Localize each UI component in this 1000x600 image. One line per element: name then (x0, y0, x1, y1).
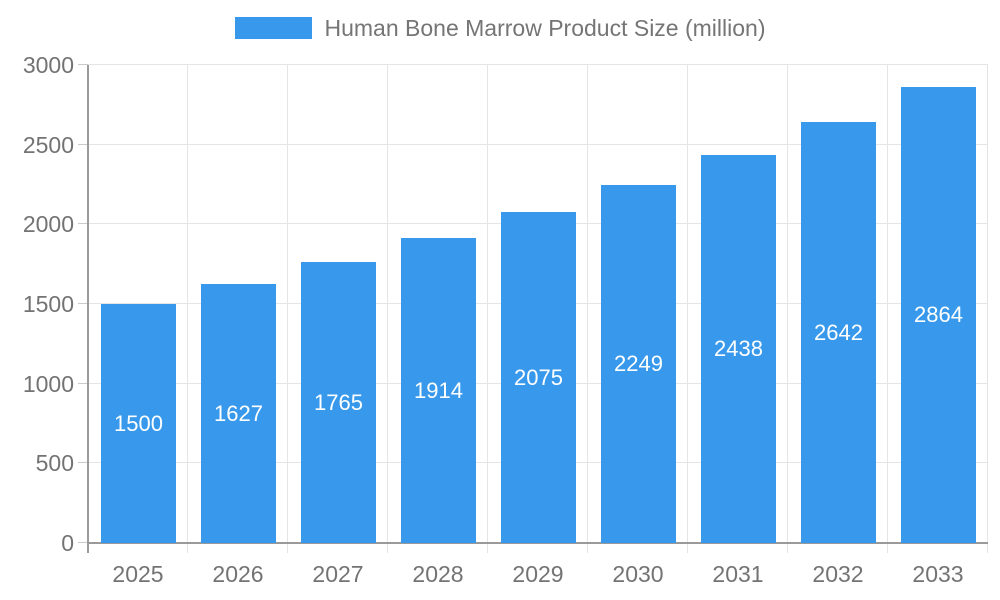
y-axis-label: 2000 (22, 211, 74, 237)
y-axis-label: 2500 (22, 132, 74, 158)
bar[interactable] (101, 304, 176, 543)
x-gridline (187, 65, 188, 553)
y-axis-label: 1500 (22, 291, 74, 317)
y-gridline (88, 64, 988, 65)
y-axis-line (87, 65, 89, 553)
legend-swatch-icon (234, 17, 312, 39)
x-gridline (787, 65, 788, 553)
y-tick (78, 303, 88, 304)
x-gridline (487, 65, 488, 553)
y-gridline (88, 144, 988, 145)
bar[interactable] (401, 238, 476, 543)
x-axis-label: 2027 (312, 561, 364, 587)
x-gridline (687, 65, 688, 553)
bar[interactable] (601, 185, 676, 543)
y-tick (78, 223, 88, 224)
bar[interactable] (501, 212, 576, 543)
x-axis-label: 2026 (212, 561, 264, 587)
x-axis-label: 2028 (412, 561, 464, 587)
bar[interactable] (301, 262, 376, 543)
y-axis-label: 0 (61, 530, 74, 556)
y-tick (78, 383, 88, 384)
legend-label: Human Bone Marrow Product Size (million) (324, 14, 766, 41)
x-gridline (987, 65, 988, 553)
x-axis-line (88, 542, 988, 544)
x-gridline (887, 65, 888, 553)
legend[interactable]: Human Bone Marrow Product Size (million) (0, 14, 1000, 42)
x-axis-label: 2031 (712, 561, 764, 587)
bar[interactable] (201, 284, 276, 543)
x-gridline (387, 65, 388, 553)
y-tick (78, 64, 88, 65)
x-axis-label: 2032 (812, 561, 864, 587)
y-axis-label: 1000 (22, 371, 74, 397)
x-axis-label: 2033 (912, 561, 964, 587)
bar[interactable] (701, 155, 776, 543)
y-axis-label: 3000 (22, 52, 74, 78)
y-tick (78, 144, 88, 145)
x-gridline (287, 65, 288, 553)
y-axis-label: 500 (35, 450, 74, 476)
x-gridline (587, 65, 588, 553)
x-axis-label: 2025 (112, 561, 164, 587)
x-axis-label: 2029 (512, 561, 564, 587)
bar[interactable] (801, 122, 876, 543)
bar[interactable] (901, 87, 976, 543)
x-axis-label: 2030 (612, 561, 664, 587)
y-tick (78, 462, 88, 463)
y-tick (78, 542, 88, 543)
